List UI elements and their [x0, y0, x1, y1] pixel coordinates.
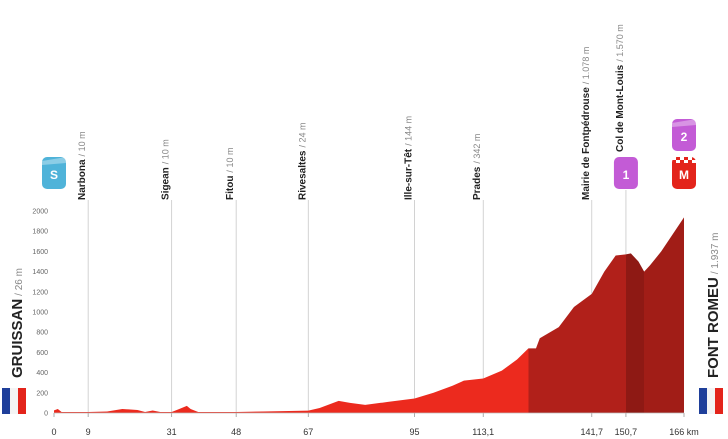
badge	[672, 119, 696, 151]
waypoint-name: Mairie de Fontpédrouse	[581, 87, 592, 200]
x-tick-label: 150,7	[615, 427, 638, 437]
x-tick-label: 31	[167, 427, 177, 437]
waypoint-name: Col de Mont-Louis	[615, 64, 626, 152]
start-altitude: / 26 m	[14, 268, 25, 296]
waypoint-label: Ille-sur-Têt / 144 m	[404, 116, 415, 200]
waypoint-label: Col de Mont-Louis / 1.570 m	[615, 24, 626, 152]
x-tick-label: 9	[86, 427, 91, 437]
badge	[613, 157, 638, 189]
x-tick-label: 48	[231, 427, 241, 437]
waypoint-name: Sigean	[161, 167, 172, 200]
y-tick-label: 1400	[32, 269, 48, 276]
waypoint-label: Mairie de Fontpédrouse / 1.078 m	[581, 47, 592, 200]
badge-label: M	[679, 168, 689, 182]
waypoint-name: Prades	[472, 166, 483, 200]
waypoint-altitude: / 1.570 m	[615, 24, 625, 62]
waypoint-name: Ille-sur-Têt	[404, 148, 415, 200]
y-tick-label: 800	[36, 330, 48, 337]
x-tick-label: 95	[410, 427, 420, 437]
waypoint-altitude: / 10 m	[77, 131, 87, 156]
badge-label: 2	[681, 130, 688, 144]
x-tick-label: 0	[51, 427, 56, 437]
x-tick-label: 141,7	[581, 427, 604, 437]
badge-label: S	[50, 168, 58, 182]
y-tick-label: 2000	[32, 209, 48, 216]
y-tick-label: 1600	[32, 249, 48, 256]
start-name: GRUISSAN	[9, 299, 26, 378]
y-tick-label: 1800	[32, 229, 48, 236]
finish-altitude: / 1.937 m	[710, 232, 721, 274]
x-tick-label: 113,1	[472, 427, 494, 437]
waypoint-label: Prades / 342 m	[472, 134, 483, 200]
profile-area	[54, 217, 684, 413]
badge-label: 1	[623, 168, 630, 182]
waypoint-altitude: / 10 m	[161, 139, 171, 164]
start-label: GRUISSAN / 26 m	[9, 268, 26, 378]
waypoint-label: Narbona / 10 m	[77, 131, 88, 200]
waypoint-altitude: / 24 m	[297, 123, 307, 148]
y-tick-label: 400	[36, 370, 48, 377]
waypoint-name: Fitou	[225, 176, 236, 200]
waypoint-label: Rivesaltes / 24 m	[297, 123, 308, 201]
y-tick-label: 1200	[32, 289, 48, 296]
y-tick-label: 600	[36, 350, 48, 357]
finish-name: FONT ROMEU	[705, 277, 722, 378]
y-tick-label: 1000	[32, 310, 48, 317]
y-tick-label: 0	[44, 411, 48, 418]
badge	[672, 157, 696, 189]
y-tick-label: 200	[36, 390, 48, 397]
start-flag	[2, 388, 26, 414]
x-tick-label: 67	[303, 427, 313, 437]
waypoint-altitude: / 342 m	[472, 134, 482, 164]
x-tick-label: 166 km	[669, 427, 699, 437]
waypoint-name: Narbona	[77, 159, 88, 200]
waypoint-label: Sigean / 10 m	[161, 139, 172, 200]
waypoint-altitude: / 144 m	[404, 116, 414, 146]
waypoint-name: Rivesaltes	[297, 150, 308, 200]
badge	[42, 157, 66, 189]
waypoint-altitude: / 1.078 m	[581, 47, 591, 85]
waypoint-label: Fitou / 10 m	[225, 148, 236, 200]
waypoint-altitude: / 10 m	[225, 148, 235, 173]
finish-flag	[699, 388, 723, 414]
finish-label: FONT ROMEU / 1.937 m	[705, 232, 722, 378]
